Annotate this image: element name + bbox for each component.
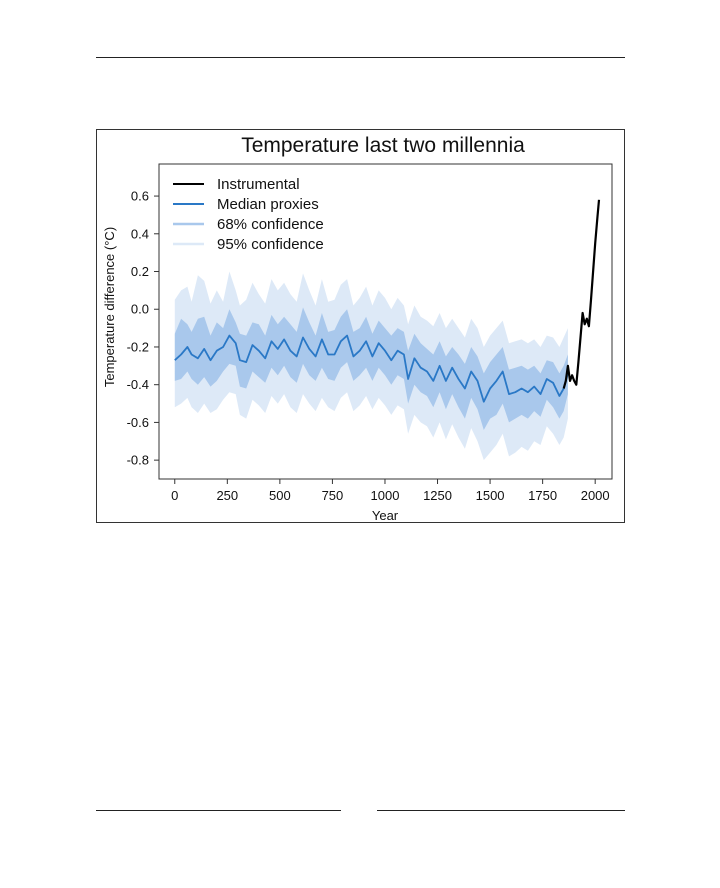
chart-legend: Instrumental Median proxies 68% confidence…	[173, 176, 324, 253]
plot-frame	[158, 163, 613, 480]
x-tick-label: 250	[216, 488, 238, 503]
x-tick-label: 1750	[528, 488, 557, 503]
instrumental-line	[562, 199, 601, 389]
y-tick-label: -0.2	[127, 339, 149, 354]
legend-label: 68% confidence	[217, 216, 324, 233]
x-axis-title: Year	[372, 508, 399, 522]
confidence-bands	[174, 271, 568, 461]
x-tick-label: 1250	[423, 488, 452, 503]
legend-label: 95% confidence	[217, 236, 324, 253]
x-tick-label: 0	[171, 488, 178, 503]
page-bottom-rule-right	[377, 810, 625, 811]
x-tick-label: 1000	[371, 488, 400, 503]
x-tick-label: 1500	[476, 488, 505, 503]
legend-item: 68% confidence	[173, 216, 324, 233]
y-axis-title: Temperature difference (°C)	[102, 227, 117, 387]
y-tick-label: -0.4	[127, 377, 149, 392]
page-bottom-rule-left	[96, 810, 341, 811]
legend-item: Instrumental	[173, 176, 300, 193]
y-tick-label: 0.4	[131, 226, 149, 241]
chart-title: Temperature last two millennia	[241, 134, 525, 157]
median-proxies-line	[174, 334, 569, 403]
chart-figure: Temperature last two millennia 0 250 500 75…	[96, 129, 625, 523]
x-tick-label: 750	[322, 488, 344, 503]
legend-item: Median proxies	[173, 196, 319, 213]
y-tick-label: -0.8	[127, 453, 149, 468]
page-top-rule	[96, 57, 625, 58]
y-tick-label: 0.2	[131, 264, 149, 279]
x-tick-label: 500	[269, 488, 291, 503]
y-tick-label: 0.6	[131, 189, 149, 204]
x-tick-label: 2000	[581, 488, 610, 503]
legend-label: Median proxies	[217, 196, 319, 213]
chart-canvas: Temperature last two millennia 0 250 500 75…	[102, 134, 613, 522]
y-tick-label: -0.6	[127, 415, 149, 430]
band-68-confidence	[174, 307, 568, 430]
y-tick-label: 0.0	[131, 302, 149, 317]
legend-item: 95% confidence	[173, 236, 324, 253]
axes: 0 250 500 750 1000 1250 1500 1750 2000 0.6 0.4 0.2 0…	[127, 189, 610, 503]
legend-label: Instrumental	[217, 176, 300, 193]
series-lines	[174, 199, 601, 403]
